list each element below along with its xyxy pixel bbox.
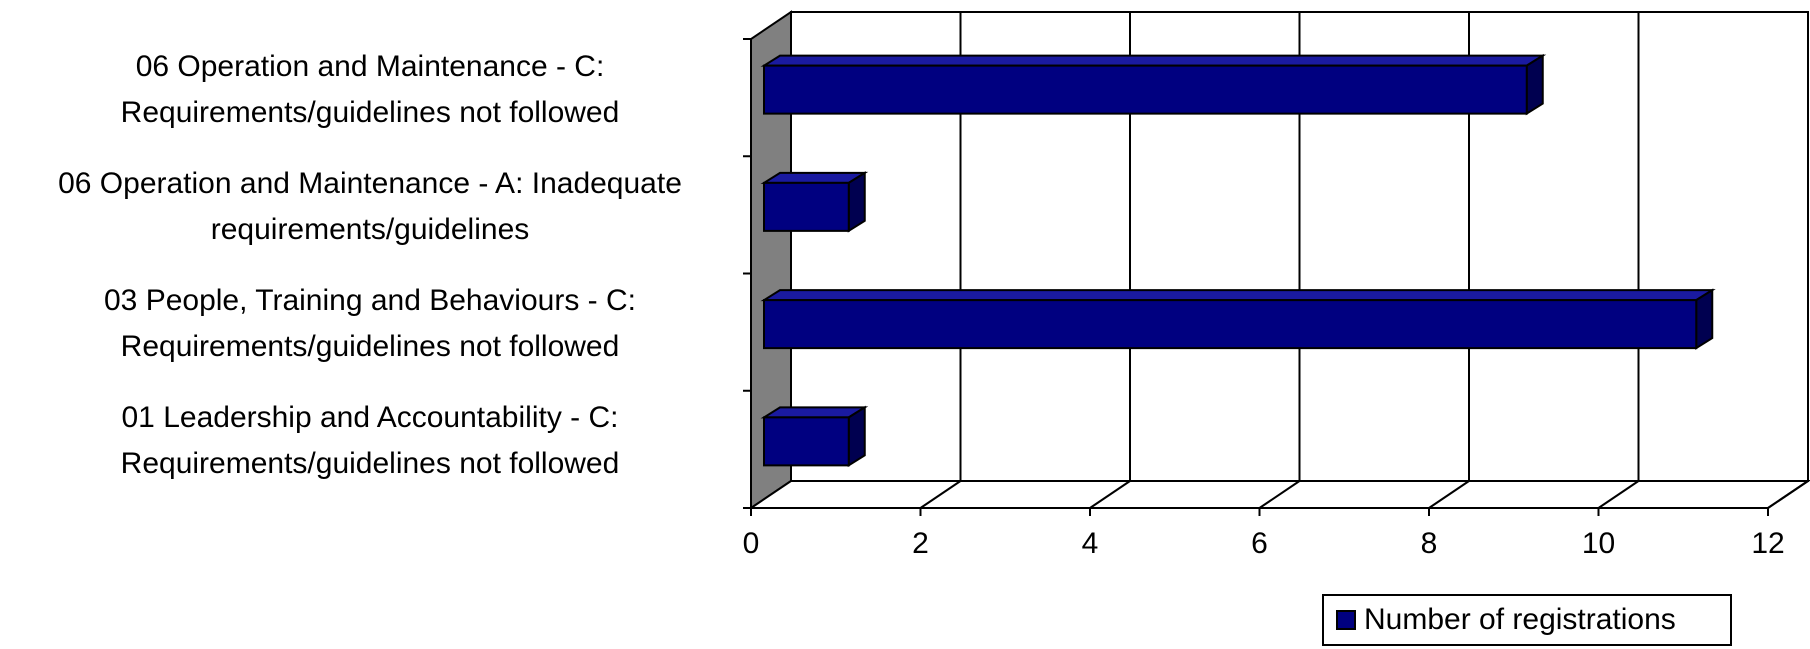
bar-side bbox=[847, 405, 866, 468]
bar bbox=[763, 416, 850, 467]
x-tick-label: 10 bbox=[1582, 527, 1615, 560]
x-tick-label: 6 bbox=[1251, 527, 1268, 560]
x-tick-label: 4 bbox=[1082, 527, 1099, 560]
category-label-line: 06 Operation and Maintenance - C: bbox=[135, 49, 605, 83]
legend-label: Number of registrations bbox=[1364, 603, 1676, 636]
bar-top bbox=[760, 289, 1716, 302]
bar bbox=[763, 181, 850, 232]
floor-gridline bbox=[1767, 480, 1809, 509]
category-label-line: Requirements/guidelines not followed bbox=[120, 447, 620, 481]
x-tick-label: 0 bbox=[743, 527, 760, 560]
floor-gridline bbox=[1089, 480, 1131, 509]
x-tick-label: 2 bbox=[912, 527, 929, 560]
category-label: 06 Operation and Maintenance - C: Require… bbox=[5, 44, 735, 136]
bar-side bbox=[1695, 288, 1714, 350]
x-tick-label: 12 bbox=[1751, 527, 1784, 560]
category-label-line: Requirements/guidelines not followed bbox=[120, 330, 620, 364]
bar-top bbox=[760, 54, 1547, 67]
category-label-line: Requirements/guidelines not followed bbox=[120, 95, 620, 129]
bar-side bbox=[847, 171, 866, 233]
category-label: 01 Leadership and Accountability - C: Req… bbox=[5, 395, 735, 487]
bar-side bbox=[1525, 53, 1544, 116]
category-label-line: requirements/guidelines bbox=[210, 212, 530, 246]
x-tick-label: 8 bbox=[1421, 527, 1438, 560]
category-label-line: 01 Leadership and Accountability - C: bbox=[121, 401, 619, 435]
category-label: 03 People, Training and Behaviours - C: R… bbox=[5, 278, 735, 370]
floor-gridline bbox=[919, 480, 962, 509]
bar bbox=[763, 299, 1698, 350]
floor-gridline bbox=[1428, 480, 1470, 509]
bar bbox=[763, 64, 1528, 115]
floor-gridline bbox=[1597, 480, 1640, 509]
category-label-line: 06 Operation and Maintenance - A: Inadeq… bbox=[58, 166, 682, 200]
floor-gridline bbox=[1258, 480, 1301, 509]
legend-swatch bbox=[1336, 610, 1356, 630]
category-label-line: 03 People, Training and Behaviours - C: bbox=[104, 284, 636, 318]
category-label: 06 Operation and Maintenance - A: Inadeq… bbox=[5, 161, 735, 253]
legend: Number of registrations bbox=[1322, 594, 1732, 646]
